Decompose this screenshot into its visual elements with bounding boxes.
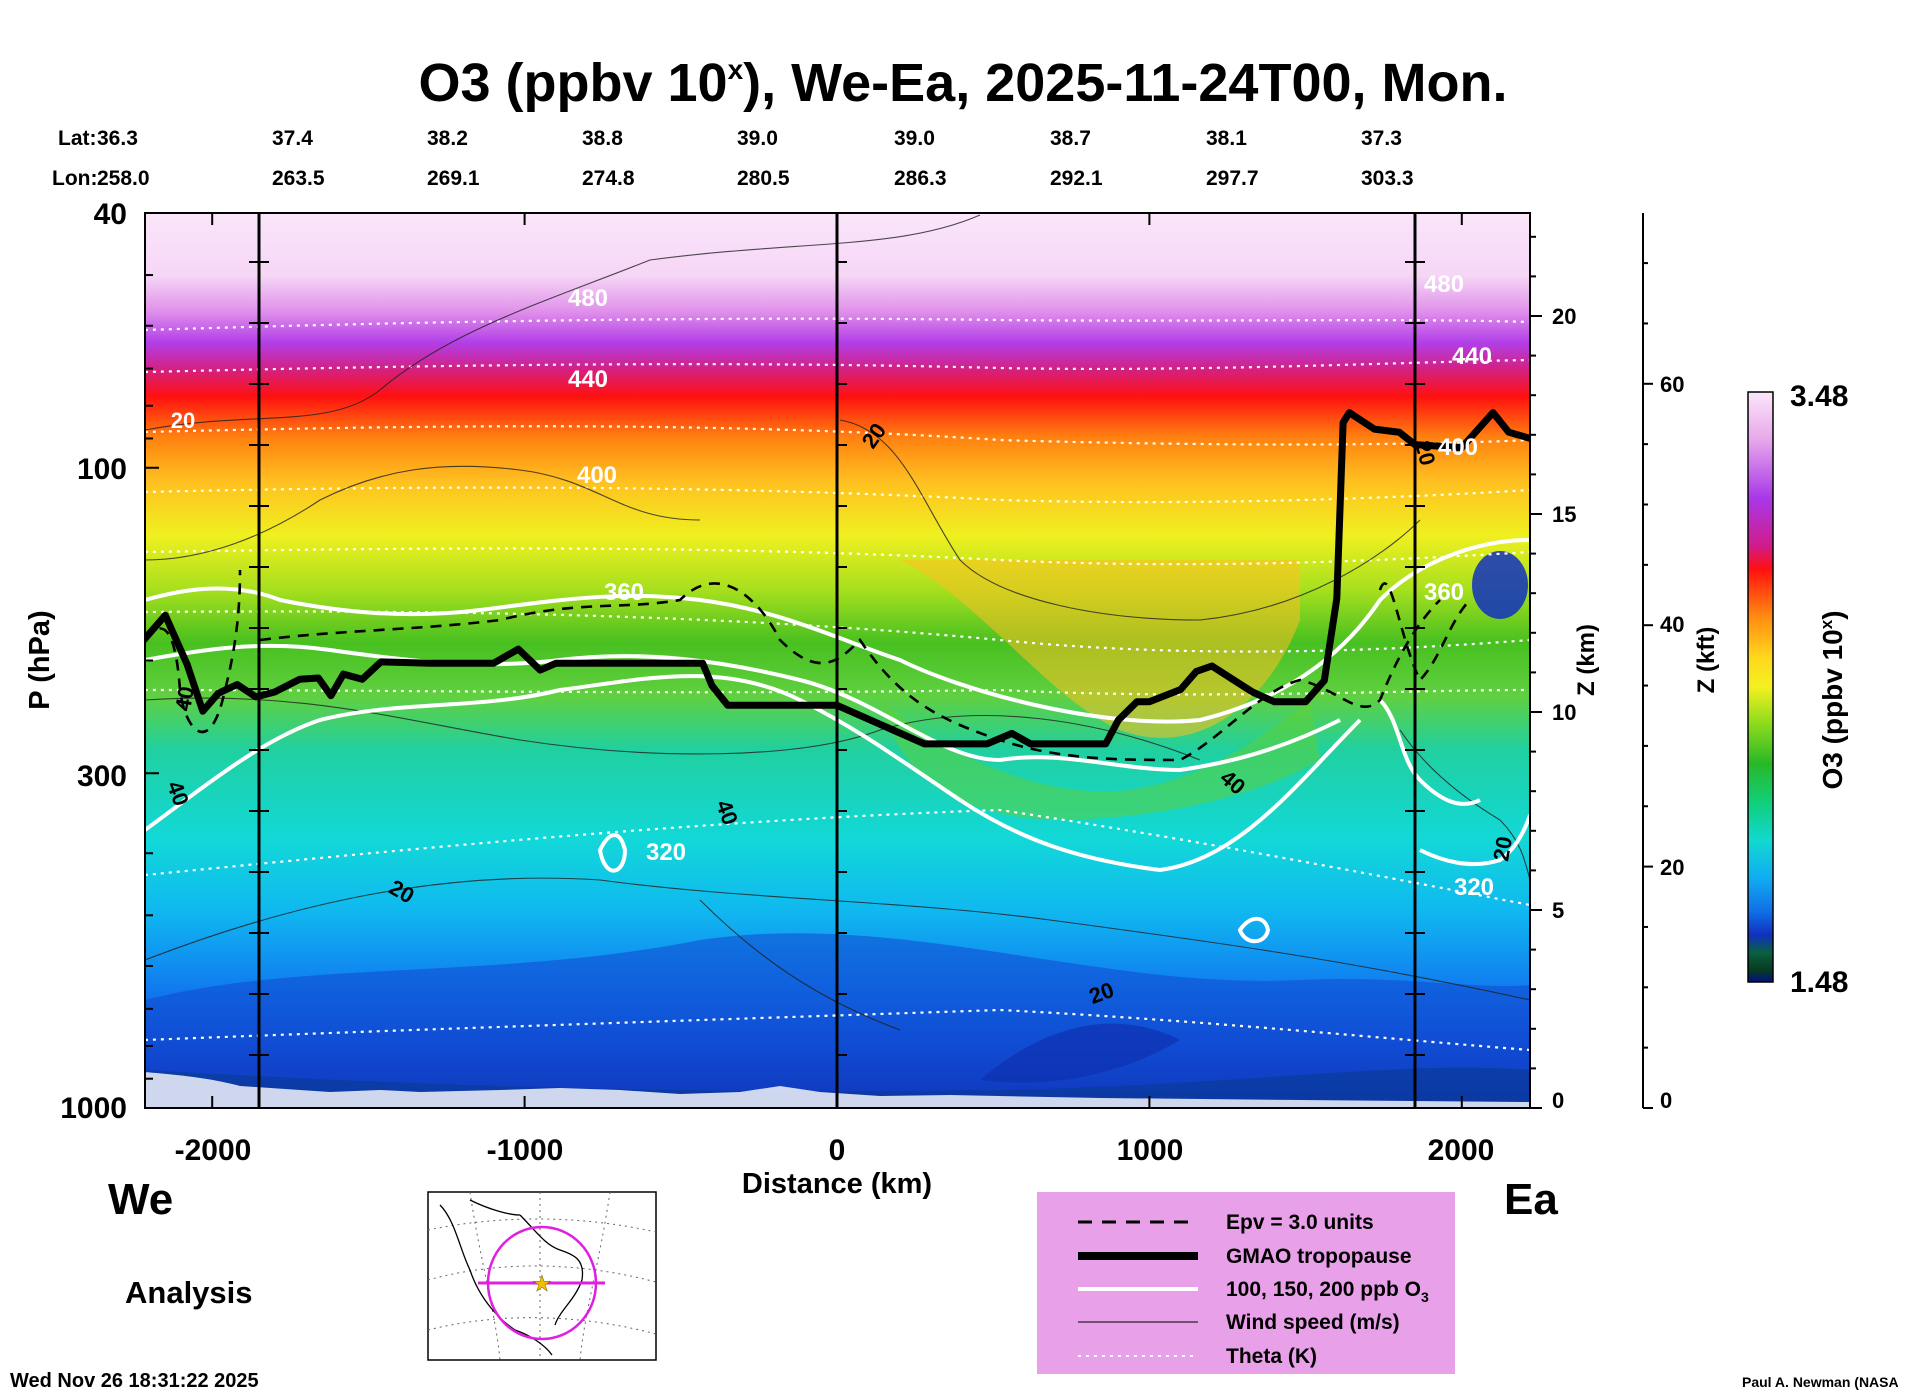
legend-tropo-label: GMAO tropopause — [1226, 1245, 1412, 1268]
chart-title: O3 (ppbv 10x), We-Ea, 2025-11-24T00, Mon… — [418, 53, 1508, 113]
east-label: Ea — [1504, 1175, 1558, 1224]
y-tick-1000: 1000 — [60, 1092, 127, 1125]
y-tick-100: 100 — [77, 453, 127, 486]
x-tick-labels: -2000 -1000 0 1000 2000 — [175, 1134, 1495, 1167]
lon-value: 297.7 — [1206, 167, 1259, 190]
lon-value: 292.1 — [1050, 167, 1103, 190]
ozone-contours — [145, 538, 1530, 944]
lon-value: 286.3 — [894, 167, 947, 190]
epv-contour — [145, 569, 1471, 762]
theta-label-400-right: 400 — [1438, 434, 1478, 461]
zkm-tick-10: 10 — [1552, 700, 1576, 725]
ozone-feature-green — [880, 700, 1320, 820]
timestamp: Wed Nov 26 18:31:22 2025 — [10, 1370, 259, 1392]
lat-value: 38.2 — [427, 127, 468, 150]
z-kft-axis: 60 40 20 0 Z (kft) — [1642, 213, 1720, 1113]
lon-value: 258.0 — [97, 167, 150, 190]
lon-value: 263.5 — [272, 167, 325, 190]
theta-label-480: 480 — [568, 285, 608, 312]
theta-label-480-right: 480 — [1424, 271, 1464, 298]
zkft-tick-0: 0 — [1660, 1088, 1672, 1113]
z-km-axis: 20 15 10 5 0 Z (km) — [1529, 213, 1600, 1113]
y-axis-label: P (hPa) — [24, 610, 56, 709]
lat-value: 39.0 — [737, 127, 778, 150]
colorbar-label: O3 (ppbv 10x) — [1817, 610, 1848, 789]
lat-label: Lat: — [58, 127, 97, 150]
ozone-feature-darkblue — [980, 1023, 1180, 1083]
zkm-tick-15: 15 — [1552, 502, 1576, 527]
legend-wind-label: Wind speed (m/s) — [1226, 1311, 1400, 1334]
ground-mask — [145, 1072, 1530, 1108]
lat-value: 38.1 — [1206, 127, 1247, 150]
colorbar-max: 3.48 — [1790, 380, 1848, 413]
legend-ozone-label: 100, 150, 200 ppb O3 — [1226, 1278, 1429, 1305]
x-axis-label: Distance (km) — [742, 1168, 932, 1200]
theta-label-400: 400 — [577, 462, 617, 489]
x-tick-m1000: -1000 — [487, 1134, 564, 1167]
y-tick-40: 40 — [94, 198, 127, 231]
lon-label: Lon: — [52, 167, 98, 190]
lat-value: 38.7 — [1050, 127, 1091, 150]
map-graticule — [427, 1191, 657, 1361]
theta-label-440: 440 — [568, 366, 608, 393]
theta-label-360: 360 — [604, 579, 644, 606]
colorbar: 3.48 1.48 O3 (ppbv 10x) — [1747, 380, 1848, 999]
x-tick-1000: 1000 — [1117, 1134, 1184, 1167]
ozone-feature-yellow — [900, 560, 1300, 738]
credit: Paul A. Newman (NASA — [1742, 1374, 1899, 1390]
lon-value: 280.5 — [737, 167, 790, 190]
wind-label-1: 20 — [171, 408, 195, 433]
zkm-tick-0: 0 — [1552, 1088, 1564, 1113]
zkft-tick-60: 60 — [1660, 372, 1684, 397]
theta-label-440-right: 440 — [1452, 343, 1492, 370]
lat-value: 39.0 — [894, 127, 935, 150]
inset-map: ★ — [427, 1191, 657, 1361]
map-star-icon: ★ — [532, 1271, 552, 1296]
lat-value: 36.3 — [97, 127, 138, 150]
legend-theta-label: Theta (K) — [1226, 1345, 1317, 1368]
analysis-label: Analysis — [125, 1275, 253, 1310]
legend: Epv = 3.0 units GMAO tropopause 100, 150… — [1037, 1192, 1455, 1374]
lat-value: 37.3 — [1361, 127, 1402, 150]
wind-label-9: 20 — [1488, 834, 1517, 862]
theta-contours — [145, 317, 1530, 1052]
colorbar-gradient — [1747, 391, 1774, 983]
lon-value: 303.3 — [1361, 167, 1414, 190]
wind-label-10: 40 — [170, 684, 199, 712]
lon-value: 274.8 — [582, 167, 635, 190]
lat-value: 37.4 — [272, 127, 313, 150]
x-tick-m2000: -2000 — [175, 1134, 252, 1167]
x-tick-2000: 2000 — [1428, 1134, 1495, 1167]
z-kft-label: Z (kft) — [1693, 627, 1720, 694]
zkft-tick-40: 40 — [1660, 612, 1684, 637]
zkm-tick-5: 5 — [1552, 898, 1564, 923]
zkm-tick-20: 20 — [1552, 304, 1576, 329]
tropopause-line — [145, 409, 1530, 748]
y-tick-300: 300 — [77, 760, 127, 793]
west-label: We — [108, 1175, 173, 1224]
y-tick-labels: 40 100 300 1000 — [60, 198, 127, 1125]
ozone-feature-blob — [1472, 551, 1528, 619]
z-km-label: Z (km) — [1573, 624, 1600, 696]
contour-labels: 480 440 400 360 320 480 440 400 360 320 — [568, 271, 1494, 901]
lat-value: 38.8 — [582, 127, 623, 150]
wind-contours — [145, 214, 1530, 1031]
lat-lon-line-ticks — [249, 261, 1425, 1056]
colorbar-min: 1.48 — [1790, 966, 1848, 999]
ozone-label-360: 360 — [1424, 579, 1464, 606]
legend-epv-label: Epv = 3.0 units — [1226, 1211, 1374, 1234]
ozone-label-320: 320 — [1454, 874, 1494, 901]
x-tick-0: 0 — [829, 1134, 846, 1167]
zkft-tick-20: 20 — [1660, 855, 1684, 880]
lat-lon-lines — [257, 213, 1417, 1108]
theta-label-320: 320 — [646, 839, 686, 866]
lon-value: 269.1 — [427, 167, 480, 190]
